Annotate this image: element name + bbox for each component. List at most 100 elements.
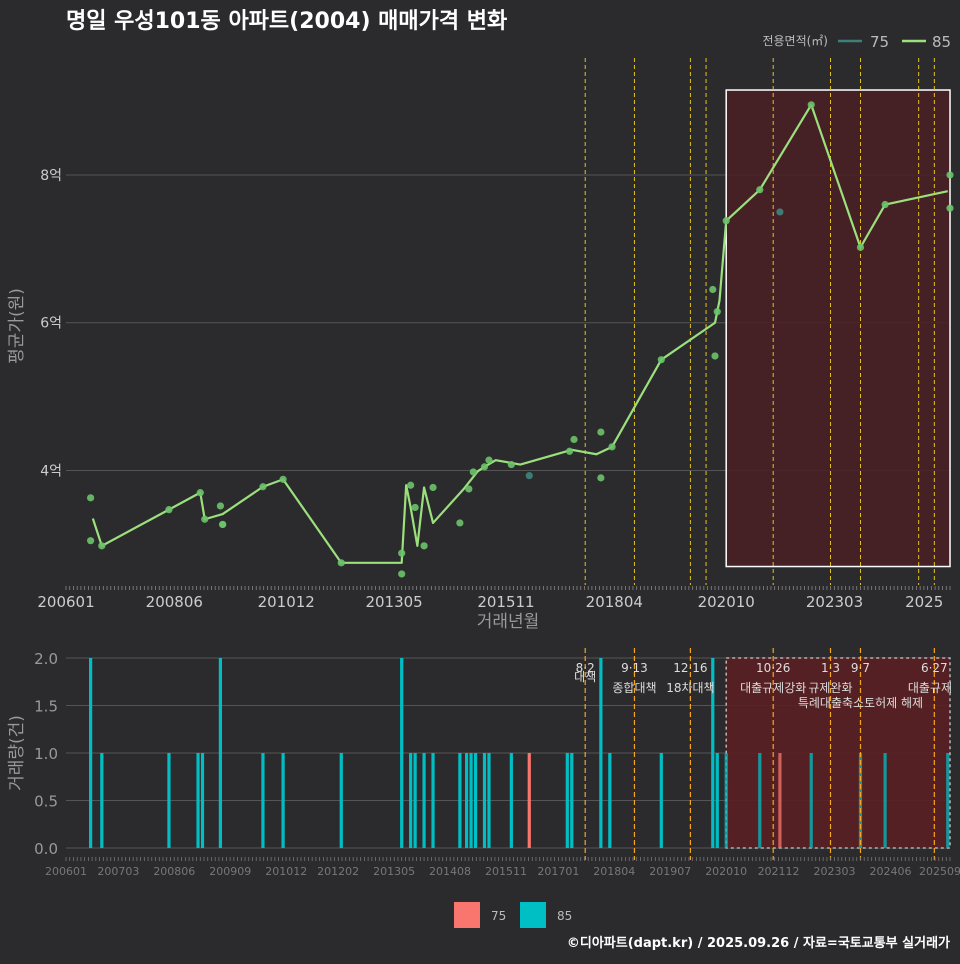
series-85-point [201, 515, 209, 523]
volume-bar-85 [167, 753, 171, 848]
bottom-legend: 75 85 [454, 902, 572, 928]
policy-name-label: 18차대책 [666, 680, 714, 695]
volume-y-tick-label: 0.5 [34, 793, 58, 811]
y-tick-label: 4억 [40, 463, 62, 479]
volume-bar-85 [608, 753, 612, 848]
series-85-point [279, 475, 287, 483]
volume-highlight-box [725, 657, 951, 849]
series-85-point [469, 468, 477, 476]
volume-bar-85 [100, 753, 104, 848]
volume-chart: 0.0 0.5 1.0 1.5 2.0 8·2대책 9·13 종합대책 12·16 18차대책 10… [34, 648, 960, 878]
volume-bar-85 [464, 753, 469, 848]
series-85-point [411, 503, 419, 512]
price-chart: 4억 6억 8억 200601 200806 201012 201305 201511 2018… [37, 58, 954, 611]
volume-x-tick-label: 200806 [153, 865, 195, 878]
volume-bar-85 [431, 753, 435, 848]
volume-bar-85 [473, 753, 478, 848]
volume-x-tick-label: 201305 [373, 865, 415, 878]
series-85-point [856, 243, 865, 251]
volume-x-tick-label: 200601 [45, 865, 87, 878]
volume-bar-85 [339, 753, 343, 848]
series-85-point [165, 506, 173, 514]
x-tick-label: 201305 [365, 593, 422, 611]
series-85-point [398, 570, 406, 578]
top-legend: 전용면적(㎡) 75 85 [762, 33, 951, 51]
volume-bar-85 [946, 753, 950, 848]
series-85-point [485, 456, 493, 464]
volume-x-tick-label: 201202 [317, 865, 359, 878]
policy-date-label: 10·26 [756, 661, 790, 675]
series-85-point [429, 483, 437, 492]
volume-bar-85 [711, 658, 715, 848]
legend-label-85: 85 [932, 33, 951, 51]
series-75-point [525, 472, 533, 480]
volume-y-tick-label: 1.0 [34, 745, 58, 763]
series-85-line [91, 103, 948, 564]
legend-label-bar-75: 75 [491, 909, 506, 923]
volume-x-tick-label: 202406 [869, 865, 911, 878]
policy-name-label: 대출규제강화 [740, 681, 806, 695]
volume-bar-85 [458, 753, 462, 848]
chart-title: 명일 우성101동 아파트(2004) 매매가격 변화 [66, 9, 507, 34]
volume-bar-85 [409, 753, 413, 848]
policy-date-label: 9·13 [621, 661, 648, 675]
series-85-point [196, 489, 204, 497]
series-85-point [219, 520, 227, 529]
volume-bar-85 [261, 753, 265, 848]
policy-date-label: 9·7 [851, 661, 870, 675]
policy-name-label: 종합대책 [612, 680, 656, 695]
series-85-point [756, 186, 764, 194]
volume-bar-85 [715, 753, 719, 848]
highlight-box [725, 89, 951, 568]
series-85-point [259, 483, 267, 491]
policy-date-label: 1·3 [821, 661, 840, 675]
policy-date-label: 12·16 [673, 661, 707, 675]
volume-bar-85 [758, 753, 762, 848]
volume-bar-85 [570, 753, 574, 848]
volume-bar-85 [724, 753, 728, 848]
volume-bar-85 [487, 753, 491, 848]
volume-bar-85 [218, 658, 223, 848]
y-tick-label: 8억 [40, 168, 62, 184]
legend-title: 전용면적(㎡) [762, 34, 828, 48]
series-85-point [216, 502, 225, 510]
x-tick-label: 201804 [586, 593, 643, 611]
legend-label-bar-85: 85 [557, 909, 572, 923]
volume-bar-85 [599, 658, 603, 848]
volume-x-tick-label: 202303 [814, 865, 856, 878]
volume-bar-75 [527, 753, 531, 848]
series-85-point [87, 494, 95, 502]
volume-x-tick-label: 201804 [593, 865, 635, 878]
policy-name-label: 대책 [574, 669, 596, 684]
series-85-point [465, 485, 473, 493]
series-85-point [98, 542, 106, 550]
y-axis-title: 평균가(원) [7, 288, 27, 364]
volume-bar-85 [565, 753, 569, 848]
volume-bar-85 [89, 658, 93, 848]
series-85-point [87, 537, 95, 545]
volume-x-tick-label: 201511 [485, 865, 527, 878]
x-tick-label: 202010 [698, 593, 755, 611]
volume-bar-75 [778, 753, 782, 848]
volume-x-tick-label: 202010 [705, 865, 747, 878]
series-85-point [713, 308, 721, 316]
volume-x-tick-label: 200909 [209, 865, 251, 878]
series-85-point [420, 542, 428, 550]
series-85-point [597, 428, 605, 436]
volume-x-tick-label: 201408 [429, 865, 471, 878]
volume-bar-85 [281, 753, 285, 848]
series-85-point [570, 435, 578, 444]
series-85-point [480, 463, 489, 471]
volume-y-tick-label: 2.0 [34, 650, 58, 668]
volume-bar-85 [469, 753, 473, 848]
x-tick-label: 201511 [477, 593, 534, 611]
volume-bar-85 [200, 753, 205, 848]
footer-credit: ©디아파트(dapt.kr) / 2025.09.26 / 자료=국토교통부 실… [567, 935, 950, 951]
policy-name-label: 특례대출축소토허제 해제 [798, 696, 923, 710]
volume-x-tick-label: 202112 [758, 865, 800, 878]
x-tick-label: 2025 [905, 593, 943, 611]
legend-swatch-bar-85 [520, 902, 546, 928]
series-85-point [946, 204, 954, 212]
volume-bar-85 [809, 753, 813, 848]
y-tick-label: 6억 [40, 316, 62, 332]
